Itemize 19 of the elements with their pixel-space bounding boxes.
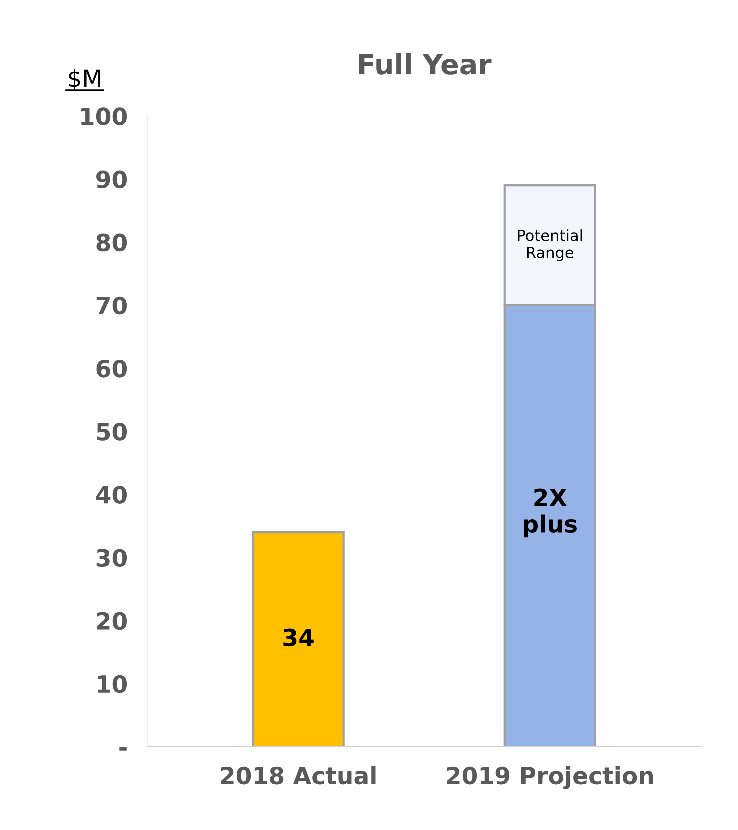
y-tick-label: 20 [97,612,128,630]
y-tick-label: - [120,747,127,751]
y-tick-label: 50 [97,423,128,441]
annotation: 2X plus [524,488,577,538]
y-tick-label: 30 [96,549,128,568]
data-label: 34 [284,628,314,647]
x-tick-label: 2019 Projection [447,766,654,790]
x-tick-label: 2018 Actual [221,766,376,785]
y-tick-label: 10 [98,675,128,694]
annotation: Potential Range [518,230,582,262]
y-tick-label: 70 [96,296,128,315]
y-tick-label: 60 [96,360,128,378]
y-tick-label: 90 [96,170,128,189]
y-axis-title: $M [69,69,100,91]
y-tick-label: 100 [82,108,128,126]
y-tick-label: 80 [96,234,128,252]
y-tick-label: 40 [96,486,128,504]
chart-title: Full Year [359,53,492,75]
bar [252,531,345,747]
